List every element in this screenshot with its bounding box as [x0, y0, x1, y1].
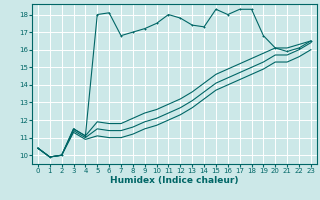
X-axis label: Humidex (Indice chaleur): Humidex (Indice chaleur): [110, 176, 239, 185]
